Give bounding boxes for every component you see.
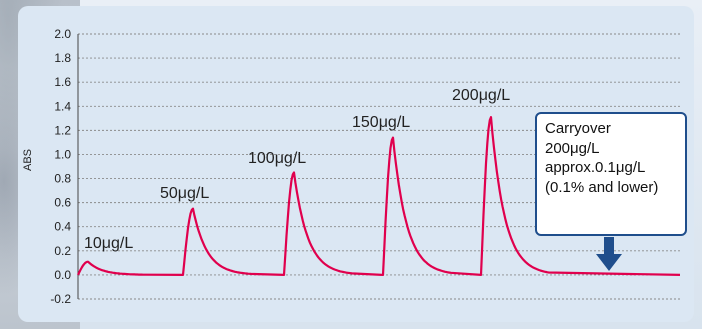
y-tick-label: 0.0 [54,268,71,282]
y-tick-labels: 2.0 1.8 1.6 1.4 1.2 1.0 0.8 0.6 0.4 0.2 0.0 -0.2 [50,27,71,306]
peak-labels: 10μg/L 50μg/L 100μg/L 150μg/L 200μg/L [84,87,510,252]
series-line-abs [77,116,681,276]
callout-line-3: approx.0.1μg/L [545,159,646,176]
y-axis-title: ABS [22,148,34,172]
y-tick-label: 1.6 [54,75,71,89]
peak-label: 200μg/L [452,87,510,104]
arrow-shaft [604,237,614,255]
carryover-callout: Carryover 200μg/L approx.0.1μg/L (0.1% a… [535,112,687,236]
y-tick-label: 1.0 [54,147,71,161]
peak-label: 150μg/L [352,114,410,131]
y-tick-label: -0.2 [50,292,71,306]
y-tick-label: 0.2 [54,244,71,258]
y-tick-label: 2.0 [54,27,71,41]
peak-label: 10μg/L [84,235,133,252]
arrow-head [596,254,622,271]
y-tick-label: 0.6 [54,196,71,210]
y-tick-label: 1.4 [54,99,71,113]
y-tick-label: 0.4 [54,220,71,234]
peak-label: 100μg/L [248,150,306,167]
y-tick-label: 1.8 [54,51,71,65]
y-tick-label: 1.2 [54,123,71,137]
carryover-arrow [596,237,622,271]
peak-label: 50μg/L [160,185,209,202]
callout-line-2: 200μg/L [545,139,600,157]
callout-line-1: Carryover [545,120,611,137]
y-tick-label: 0.8 [54,172,71,186]
callout-line-4: (0.1% and lower) [545,178,659,196]
